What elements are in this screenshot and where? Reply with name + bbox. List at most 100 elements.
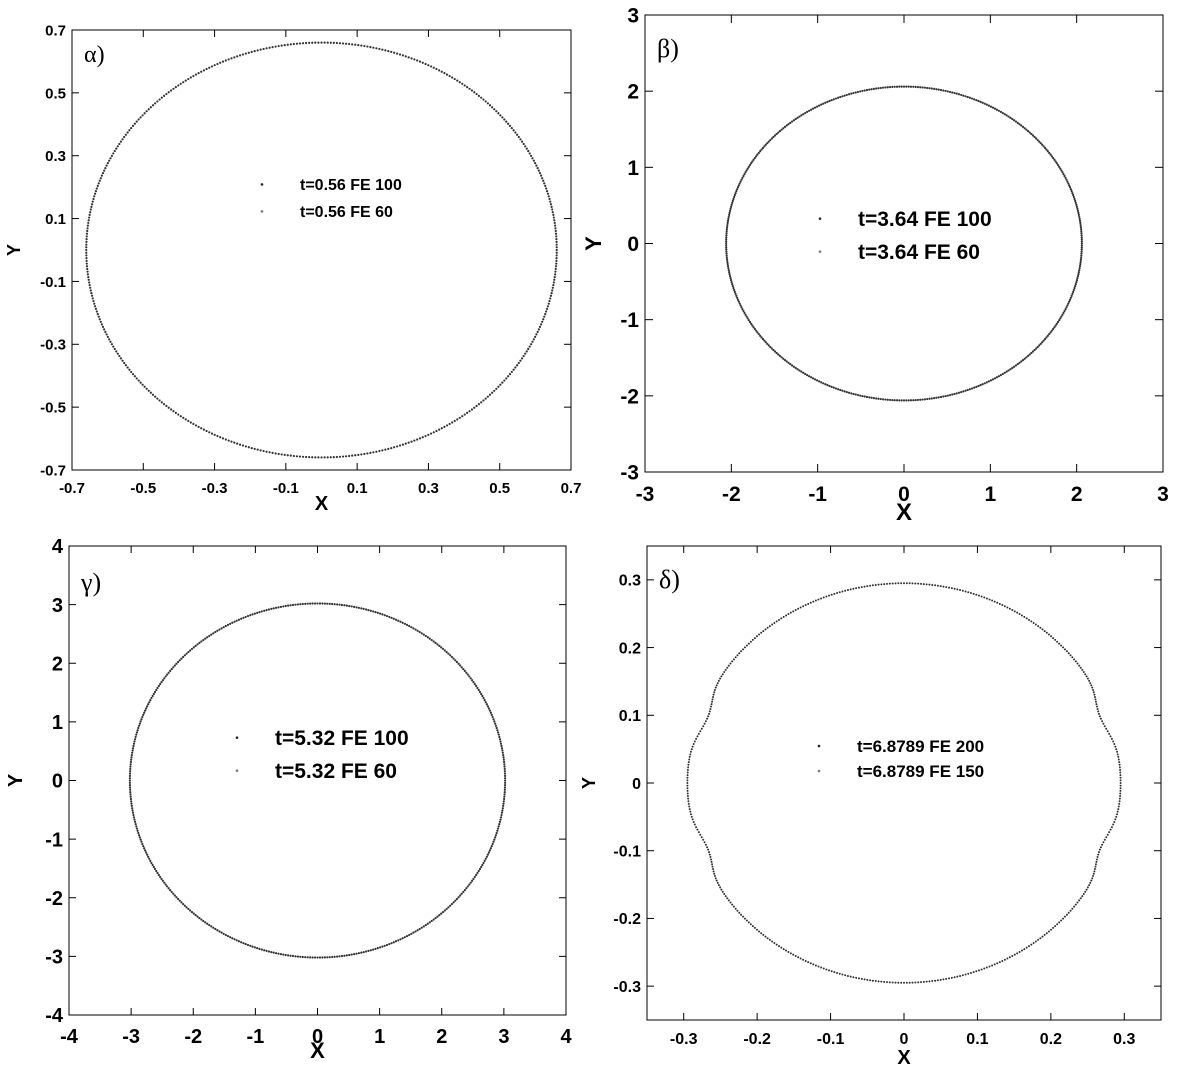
data-point [724, 895, 727, 898]
data-point [688, 808, 691, 811]
data-point [734, 907, 737, 910]
data-point [777, 131, 780, 134]
data-point [912, 85, 915, 88]
data-point [132, 816, 136, 819]
data-point [777, 353, 780, 356]
data-point [751, 925, 754, 928]
data-point [1003, 605, 1006, 608]
data-point [1056, 320, 1060, 324]
data-point [967, 972, 970, 975]
data-point [875, 87, 878, 90]
data-point [194, 644, 197, 647]
data-point [900, 582, 903, 585]
data-point [948, 393, 952, 397]
data-point [512, 368, 515, 371]
data-point [317, 41, 320, 44]
data-point [1059, 167, 1062, 170]
data-point [886, 582, 888, 585]
data-point [696, 735, 699, 738]
data-point [267, 950, 271, 953]
data-point [1106, 833, 1109, 836]
data-point [118, 142, 121, 146]
data-point [726, 221, 729, 225]
data-point [94, 189, 98, 193]
data-point [135, 825, 138, 828]
data-point [459, 894, 462, 897]
data-point [975, 99, 978, 102]
data-point [1065, 913, 1068, 916]
data-point [555, 251, 558, 254]
data-point [229, 936, 232, 939]
data-point [289, 604, 292, 607]
data-point [441, 910, 445, 914]
data-point [133, 375, 136, 378]
data-point [90, 294, 94, 297]
data-point [828, 99, 831, 103]
data-point [1090, 684, 1093, 687]
y-tick-label: -3 [45, 947, 63, 969]
data-point [151, 393, 155, 396]
data-point [959, 589, 962, 592]
data-point [1048, 332, 1051, 336]
data-point [1071, 907, 1074, 910]
x-tick-label: 0.3 [418, 480, 439, 497]
data-point [977, 99, 980, 103]
data-point [503, 118, 506, 121]
data-point [262, 47, 265, 51]
data-point [1058, 165, 1061, 168]
data-point [384, 448, 387, 451]
data-point [116, 352, 119, 355]
data-point [1039, 626, 1042, 629]
data-point [519, 138, 522, 141]
data-point [736, 296, 739, 299]
data-point [783, 125, 787, 128]
data-point [931, 980, 934, 983]
data-point [250, 447, 253, 450]
data-point [286, 43, 289, 46]
data-point [1016, 363, 1019, 366]
data-point [499, 742, 503, 745]
data-point [357, 606, 361, 609]
data-point [478, 690, 482, 694]
data-point [1106, 730, 1109, 733]
data-point [983, 967, 986, 970]
data-point [832, 386, 835, 389]
data-point [1023, 127, 1026, 130]
data-point [138, 722, 141, 725]
data-point [131, 751, 134, 754]
data-point [917, 582, 920, 585]
data-point [898, 85, 901, 88]
data-point [830, 593, 833, 596]
data-point [277, 452, 280, 456]
data-point [799, 606, 802, 609]
data-point [520, 140, 524, 143]
data-point [1030, 620, 1033, 623]
data-point [1080, 232, 1083, 235]
data-point [263, 609, 266, 612]
data-point [925, 980, 928, 983]
data-point [782, 948, 785, 951]
data-point [1054, 160, 1057, 163]
data-point [987, 380, 990, 383]
data-point [692, 820, 695, 823]
data-point [552, 281, 555, 284]
data-point [158, 98, 161, 101]
data-point [1092, 875, 1095, 878]
data-point [1013, 953, 1016, 956]
data-point [354, 43, 357, 46]
data-point [802, 371, 805, 374]
data-point [738, 652, 741, 655]
data-point [93, 302, 96, 305]
data-point [987, 104, 990, 107]
data-point [244, 942, 247, 946]
data-point [725, 240, 728, 243]
data-point [292, 454, 295, 458]
data-point [1065, 306, 1068, 309]
data-point [869, 979, 872, 982]
data-point [743, 917, 746, 920]
data-point [1080, 246, 1083, 249]
data-point [1006, 957, 1009, 960]
data-point [1079, 223, 1082, 227]
data-point [144, 849, 147, 852]
data-point [723, 892, 726, 895]
